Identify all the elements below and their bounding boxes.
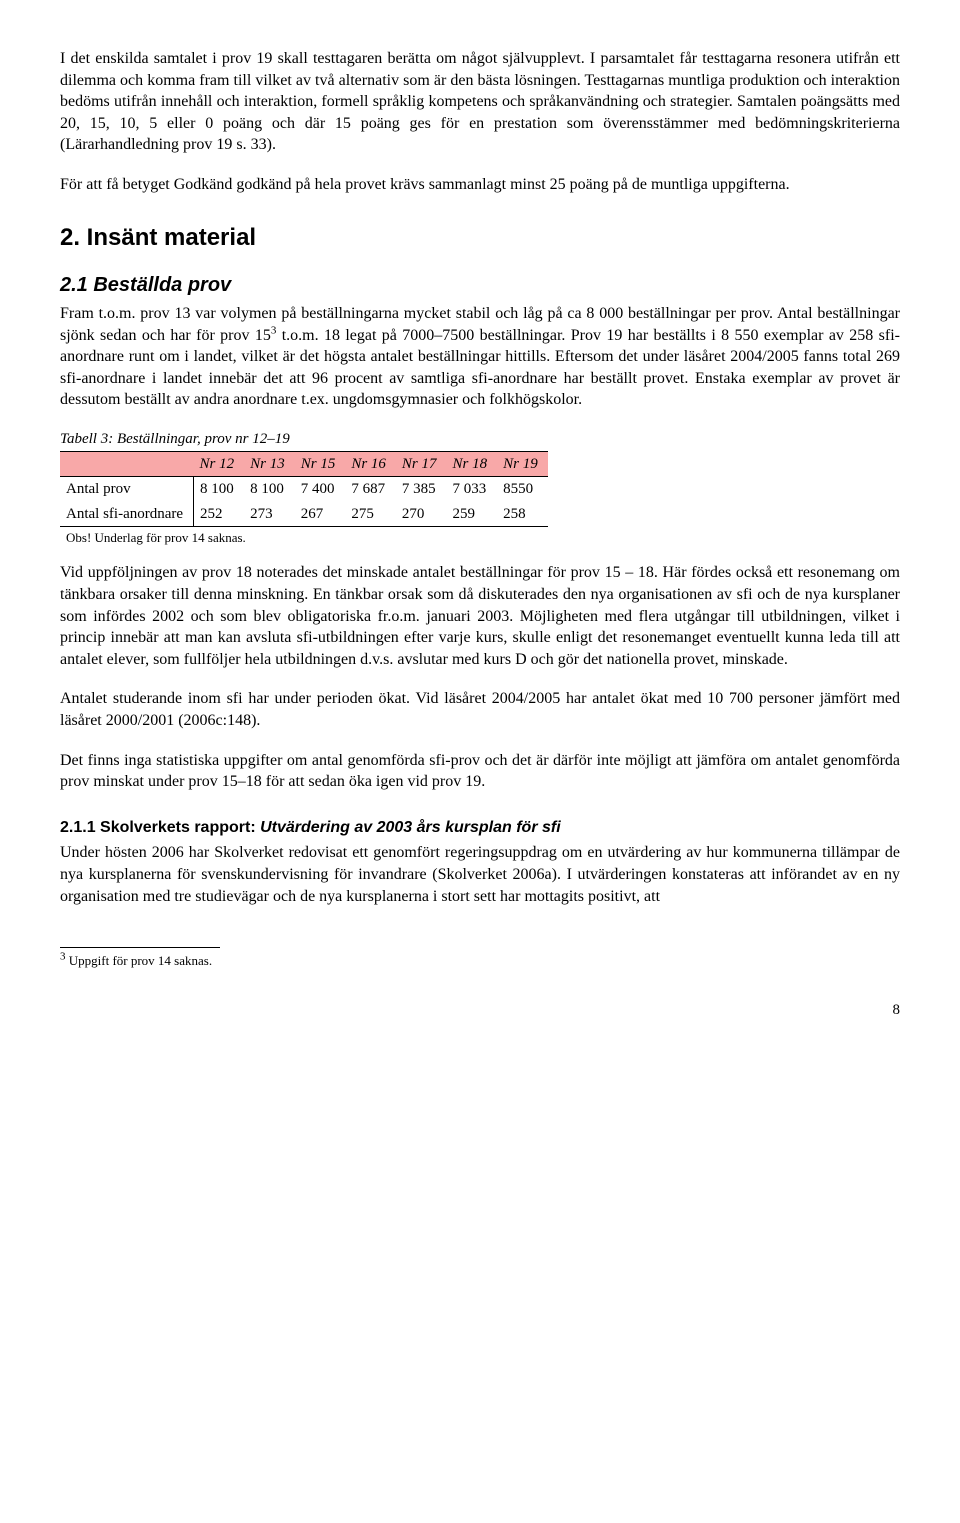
table-cell: 270 <box>396 502 447 527</box>
heading-subsection-2-1: 2.1 Beställda prov <box>60 272 900 299</box>
table-3-col-6: Nr 19 <box>497 452 548 477</box>
footnote-3: 3 Uppgift för prov 14 saknas. <box>60 952 900 970</box>
table-cell: 273 <box>244 502 295 527</box>
table-3-corner <box>60 452 194 477</box>
paragraph-2-1-a: Fram t.o.m. prov 13 var volymen på bestä… <box>60 303 900 411</box>
paragraph-intro-2: För att få betyget Godkänd godkänd på he… <box>60 174 900 196</box>
table-cell: 7 687 <box>345 477 396 502</box>
table-cell: 8 100 <box>244 477 295 502</box>
table-row: Antal prov 8 100 8 100 7 400 7 687 7 385… <box>60 477 548 502</box>
table-cell: 7 400 <box>295 477 346 502</box>
table-3-row0-label: Antal prov <box>60 477 194 502</box>
table-cell: 267 <box>295 502 346 527</box>
table-cell: 252 <box>194 502 245 527</box>
footnote-3-text: Uppgift för prov 14 saknas. <box>66 953 213 968</box>
heading-2-1-1-number: 2.1.1 Skolverkets rapport: <box>60 819 260 836</box>
table-cell: 8550 <box>497 477 548 502</box>
table-3-caption: Tabell 3: Beställningar, prov nr 12–19 <box>60 429 900 449</box>
heading-subsubsection-2-1-1: 2.1.1 Skolverkets rapport: Utvärdering a… <box>60 817 900 839</box>
table-cell: 7 033 <box>447 477 498 502</box>
paragraph-follow-2: Antalet studerande inom sfi har under pe… <box>60 688 900 731</box>
heading-section-2: 2. Insänt material <box>60 222 900 254</box>
table-3-col-2: Nr 15 <box>295 452 346 477</box>
paragraph-follow-3: Det finns inga statistiska uppgifter om … <box>60 750 900 793</box>
table-3-col-4: Nr 17 <box>396 452 447 477</box>
table-cell: 258 <box>497 502 548 527</box>
table-3-col-3: Nr 16 <box>345 452 396 477</box>
table-row: Antal sfi-anordnare 252 273 267 275 270 … <box>60 502 548 527</box>
table-3-header-row: Nr 12 Nr 13 Nr 15 Nr 16 Nr 17 Nr 18 Nr 1… <box>60 452 548 477</box>
table-3-col-0: Nr 12 <box>194 452 245 477</box>
page-number: 8 <box>60 1000 900 1020</box>
table-3-col-5: Nr 18 <box>447 452 498 477</box>
footnote-rule <box>60 947 220 948</box>
heading-2-1-1-title: Utvärdering av 2003 års kursplan för sfi <box>260 819 561 836</box>
table-cell: 7 385 <box>396 477 447 502</box>
table-cell: 259 <box>447 502 498 527</box>
table-3-row1-label: Antal sfi-anordnare <box>60 502 194 527</box>
table-3: Nr 12 Nr 13 Nr 15 Nr 16 Nr 17 Nr 18 Nr 1… <box>60 451 548 527</box>
paragraph-2-1-1: Under hösten 2006 har Skolverket redovis… <box>60 842 900 907</box>
paragraph-intro-1: I det enskilda samtalet i prov 19 skall … <box>60 48 900 156</box>
table-cell: 8 100 <box>194 477 245 502</box>
table-cell: 275 <box>345 502 396 527</box>
table-3-col-1: Nr 13 <box>244 452 295 477</box>
paragraph-follow-1: Vid uppföljningen av prov 18 noterades d… <box>60 562 900 670</box>
table-3-note: Obs! Underlag för prov 14 saknas. <box>66 529 900 547</box>
